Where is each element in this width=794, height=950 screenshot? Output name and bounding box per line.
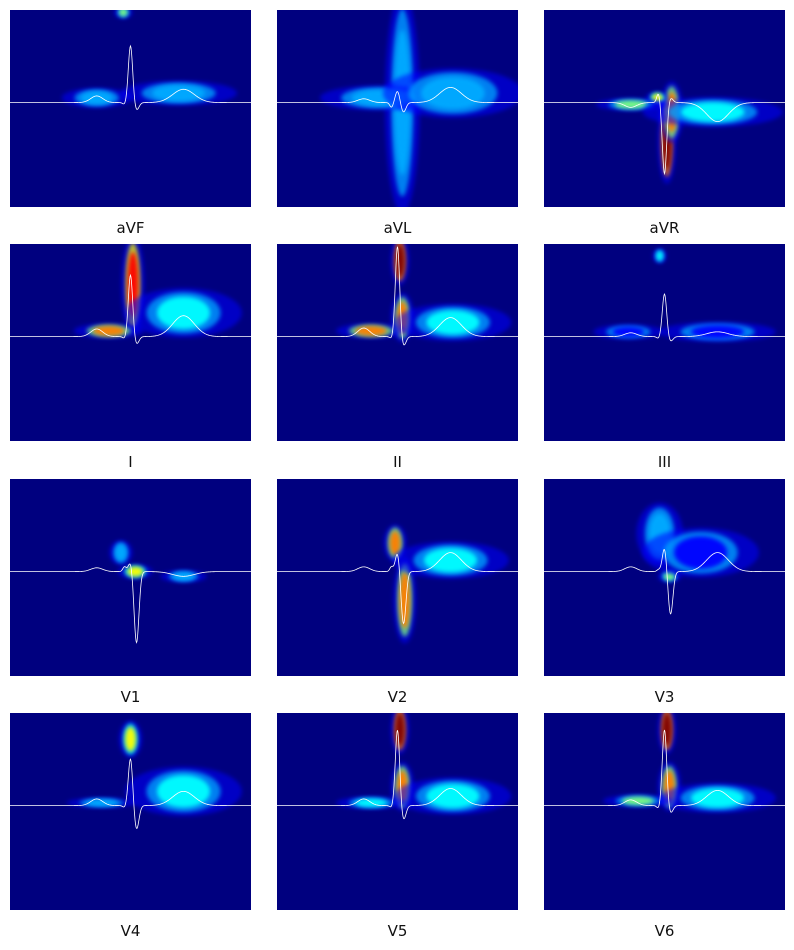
lead-plot-v6 xyxy=(544,713,785,910)
lead-label-v4: V4 xyxy=(120,922,141,940)
lead-plot-avf xyxy=(10,10,251,207)
lead-plot-i xyxy=(10,244,251,441)
saliency-hotspot xyxy=(152,85,206,102)
lead-label-avf: aVF xyxy=(116,219,145,237)
lead-plot-avl xyxy=(277,10,518,207)
ecg-trace xyxy=(277,86,518,113)
ecg-trace xyxy=(277,730,518,820)
saliency-hotspot xyxy=(662,713,672,746)
lead-panel-v3 xyxy=(544,479,785,676)
lead-label-avr: aVR xyxy=(649,219,680,237)
saliency-hotspot xyxy=(656,250,663,261)
saliency-hotspot xyxy=(674,536,728,569)
ecg-trace xyxy=(544,93,785,176)
lead-panel-v6 xyxy=(544,713,785,910)
lead-label-v6: V6 xyxy=(654,922,675,940)
saliency-hotspot xyxy=(355,326,387,336)
saliency-hotspot xyxy=(127,566,144,577)
lead-label-ii: II xyxy=(393,453,402,471)
ecg-trace xyxy=(277,552,518,625)
lead-label-avl: aVL xyxy=(383,219,412,237)
lead-label-v2: V2 xyxy=(387,688,408,706)
lead-label-v3: V3 xyxy=(654,688,675,706)
ecg-trace xyxy=(277,246,518,346)
ecg-trace xyxy=(544,293,785,342)
lead-panel-v4 xyxy=(10,713,251,910)
saliency-hotspot xyxy=(157,296,211,329)
ecg-trace xyxy=(10,273,251,344)
saliency-hotspot xyxy=(680,102,745,122)
lead-label-v1: V1 xyxy=(120,688,141,706)
lead-panel-v2 xyxy=(277,479,518,676)
lead-plot-v3 xyxy=(544,479,785,676)
lead-plot-v2 xyxy=(277,479,518,676)
ecg-trace xyxy=(544,549,785,615)
lead-panel-v5 xyxy=(277,713,518,910)
saliency-hotspot xyxy=(85,799,118,806)
lead-plot-avr xyxy=(544,10,785,207)
lead-panel-v1 xyxy=(10,479,251,676)
lead-plot-iii xyxy=(544,244,785,441)
lead-label-v5: V5 xyxy=(387,922,408,940)
saliency-hotspot xyxy=(651,93,663,102)
ecg-trace xyxy=(10,44,251,110)
lead-plot-v5 xyxy=(277,713,518,910)
lead-label-iii: III xyxy=(657,453,672,471)
ecg-trace xyxy=(10,563,251,644)
lead-panel-avr xyxy=(544,10,785,207)
saliency-hotspot xyxy=(395,713,405,746)
lead-panel-iii xyxy=(544,244,785,441)
saliency-hotspot xyxy=(395,244,405,277)
ecg-trace xyxy=(10,758,251,829)
saliency-hotspot xyxy=(125,726,136,752)
saliency-hotspot xyxy=(115,544,127,561)
saliency-hotspot xyxy=(622,796,654,805)
saliency-hotspot xyxy=(426,783,480,809)
saliency-hotspot xyxy=(80,91,113,105)
saliency-hotspot xyxy=(389,530,401,556)
saliency-hotspot xyxy=(424,548,478,573)
saliency-hotspot xyxy=(119,10,128,17)
lead-panel-avf xyxy=(10,10,251,207)
saliency-hotspot xyxy=(614,100,647,109)
lead-plot-v1 xyxy=(10,479,251,676)
lead-plot-ii xyxy=(277,244,518,441)
saliency-hotspot xyxy=(426,310,480,335)
lead-label-i: I xyxy=(128,453,133,471)
lead-plot-v4 xyxy=(10,713,251,910)
saliency-hotspot xyxy=(421,76,485,110)
lead-panel-ii xyxy=(277,244,518,441)
lead-panel-i xyxy=(10,244,251,441)
lead-panel-avl xyxy=(277,10,518,207)
saliency-hotspot xyxy=(92,326,125,336)
ecg-trace xyxy=(544,729,785,813)
saliency-hotspot xyxy=(691,788,745,808)
